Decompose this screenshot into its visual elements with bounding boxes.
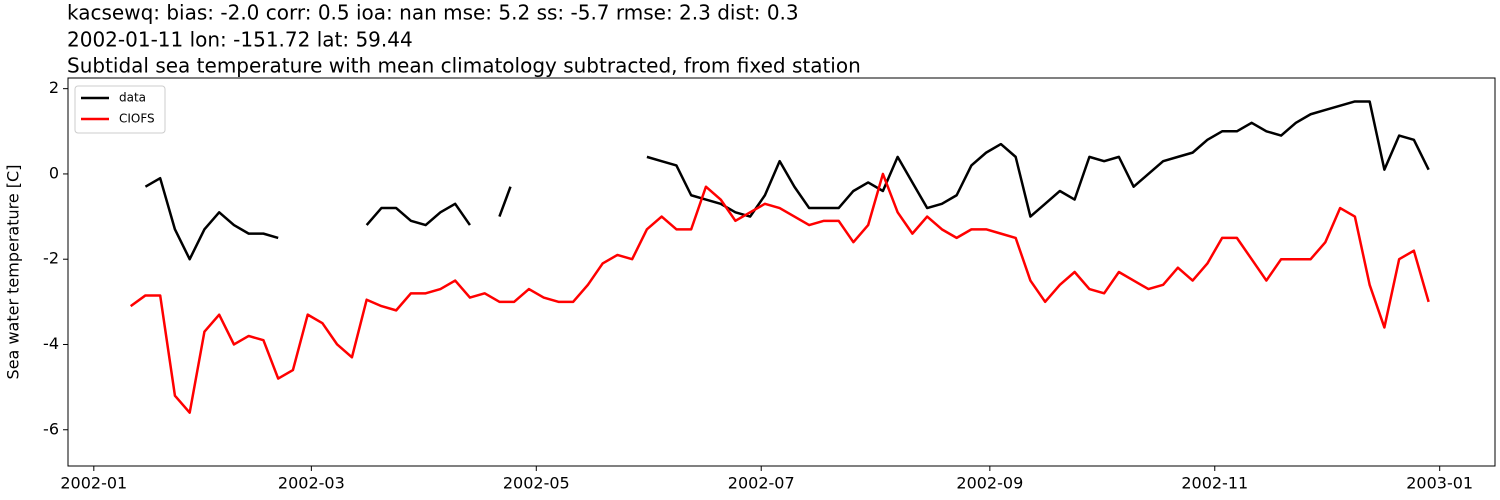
title-line: 2002-01-11 lon: -151.72 lat: 59.44 xyxy=(67,28,413,52)
y-tick-label: -4 xyxy=(43,334,59,353)
title-line: Subtidal sea temperature with mean clima… xyxy=(67,54,861,78)
y-tick-label: -2 xyxy=(43,249,59,268)
y-axis-label: Sea water temperature [C] xyxy=(4,165,23,380)
x-tick-label: 2002-01 xyxy=(60,474,127,493)
data-line xyxy=(144,100,1430,261)
plot-frame xyxy=(67,77,1496,467)
y-tick-label: 2 xyxy=(49,78,59,97)
x-tick-label: 2002-07 xyxy=(728,474,795,493)
legend-label: data xyxy=(119,91,146,105)
x-tick-label: 2002-11 xyxy=(1181,474,1248,493)
x-tick-label: 2003-01 xyxy=(1406,474,1473,493)
title-line: kacsewq: bias: -2.0 corr: 0.5 ioa: nan m… xyxy=(67,1,799,25)
y-tick-label: 0 xyxy=(49,163,59,182)
x-tick-label: 2002-09 xyxy=(956,474,1023,493)
x-tick-label: 2002-05 xyxy=(503,474,570,493)
y-tick-label: -6 xyxy=(43,419,59,438)
x-tick-label: 2002-03 xyxy=(278,474,345,493)
data-line xyxy=(129,172,1430,414)
legend-label: CIOFS xyxy=(119,112,155,126)
